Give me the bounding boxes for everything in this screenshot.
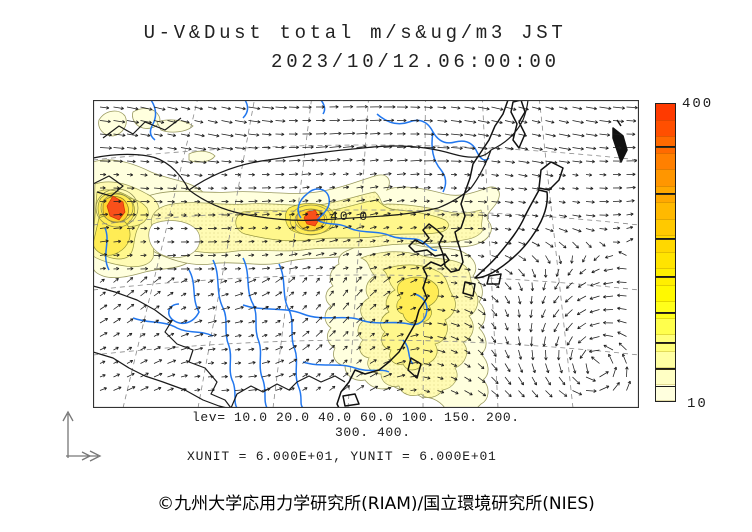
coastlines: [336, 100, 628, 408]
figure-title: U-V&Dust total m/s&ug/m3 JST: [143, 22, 567, 44]
copyright-text: ©九州大学応用力学研究所(RIAM)/国立環境研究所(NIES): [157, 494, 595, 514]
rivers: [104, 100, 490, 408]
contour-label-40: 40.0: [330, 209, 369, 224]
units-line: XUNIT = 6.000E+01, YUNIT = 6.000E+01: [187, 449, 497, 464]
colorbar: [655, 103, 676, 402]
axes-indicator-icon: [62, 410, 102, 462]
colorbar-min-label: 10: [687, 396, 708, 412]
figure-timestamp: 2023/10/12.06:00:00: [271, 51, 560, 73]
map-frame: [92, 99, 640, 409]
map-canvas: 40.0: [92, 99, 640, 409]
wind-vectors: [99, 104, 638, 398]
contour-levels-line1: lev= 10.0 20.0 40.0 60.0 100. 150. 200.: [192, 410, 520, 425]
colorbar-max-label: 400: [682, 96, 714, 112]
map-svg: 40.0: [92, 99, 640, 409]
contour-levels-line2: 300. 400.: [335, 425, 411, 440]
